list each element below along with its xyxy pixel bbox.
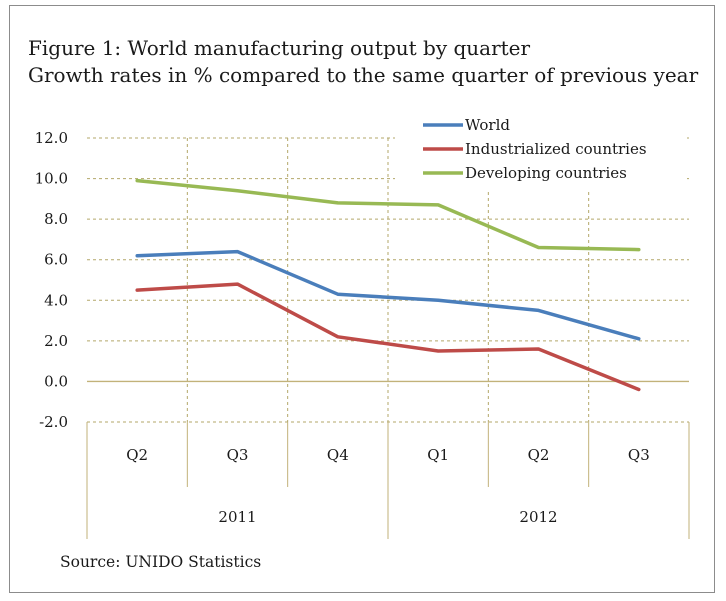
legend-label: Industrialized countries bbox=[465, 140, 647, 158]
chart-frame bbox=[9, 5, 715, 593]
y-tick-label: 12.0 bbox=[35, 129, 68, 147]
year-label: 2011 bbox=[218, 508, 256, 526]
y-tick-label: 6.0 bbox=[44, 251, 68, 269]
y-tick-label: 10.0 bbox=[35, 170, 68, 188]
x-tick-label: Q4 bbox=[327, 446, 349, 464]
y-tick-label: 2.0 bbox=[44, 332, 68, 350]
x-tick-label: Q3 bbox=[227, 446, 249, 464]
chart-subtitle: Growth rates in % compared to the same q… bbox=[28, 63, 699, 87]
series-line bbox=[135, 178, 641, 252]
legend-label: Developing countries bbox=[465, 164, 627, 182]
y-axis: 12.0 10.0 8.0 6.0 4.0 2.0 0.0 -2.0 bbox=[35, 129, 68, 431]
x-tick-label: Q3 bbox=[628, 446, 650, 464]
year-label: 2012 bbox=[519, 508, 557, 526]
y-tick-label: -2.0 bbox=[39, 413, 68, 431]
y-tick-label: 0.0 bbox=[44, 372, 68, 390]
y-tick-label: 4.0 bbox=[44, 291, 68, 309]
series-line bbox=[135, 282, 641, 392]
series-lines bbox=[135, 178, 641, 392]
legend: World Industrialized countries Developing … bbox=[395, 113, 685, 191]
source-note: Source: UNIDO Statistics bbox=[60, 553, 262, 571]
x-tick-label: Q1 bbox=[427, 446, 449, 464]
chart-title: Figure 1: World manufacturing output by … bbox=[28, 36, 531, 60]
series-line bbox=[135, 249, 641, 341]
x-tick-label: Q2 bbox=[126, 446, 148, 464]
x-axis: Q2 Q3 Q4 Q1 Q2 Q3 2011 2012 bbox=[86, 380, 690, 539]
x-tick-label: Q2 bbox=[528, 446, 550, 464]
y-tick-label: 8.0 bbox=[44, 210, 68, 228]
legend-label: World bbox=[465, 116, 510, 134]
